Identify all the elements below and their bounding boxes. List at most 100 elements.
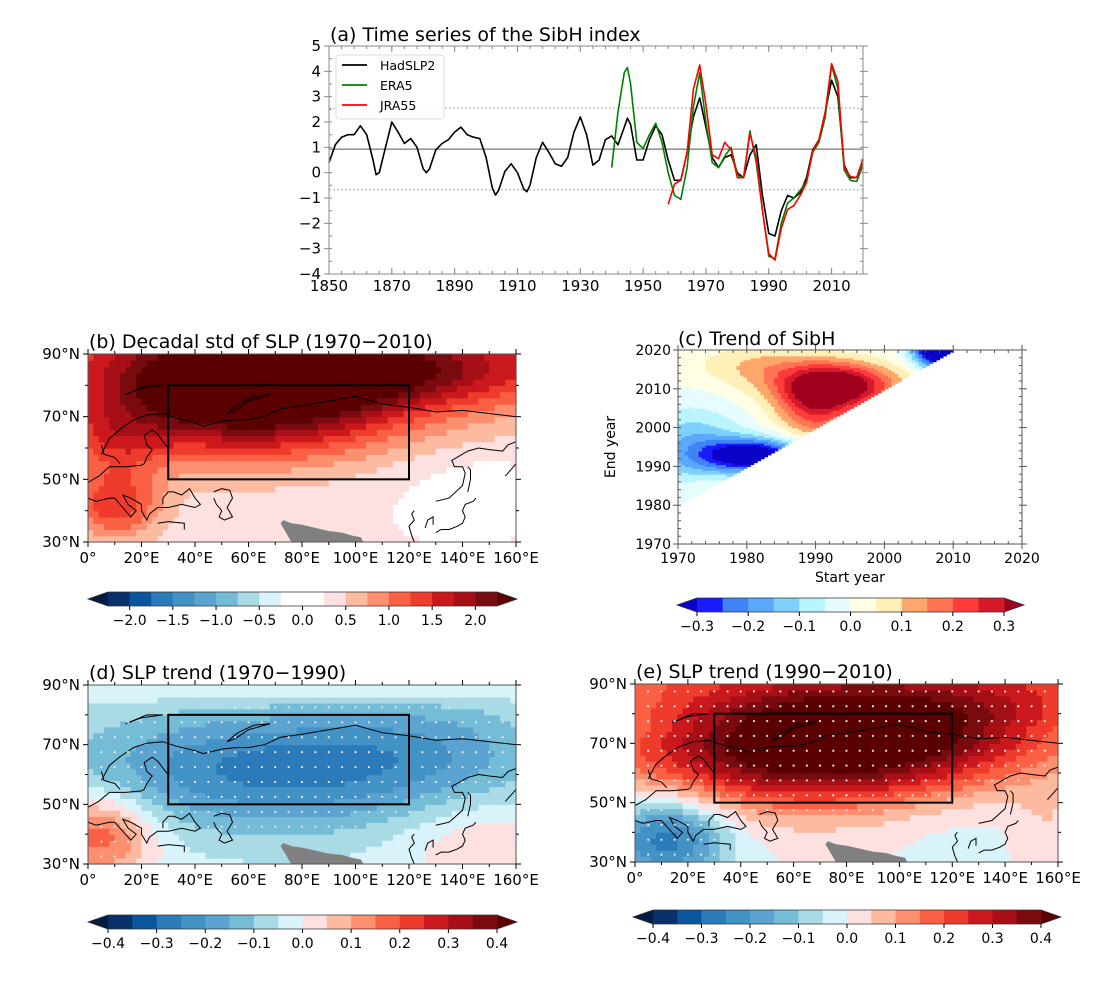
field-cell — [216, 416, 223, 424]
field-cell — [93, 762, 100, 770]
field-cell — [371, 786, 378, 793]
field-cell — [344, 404, 351, 411]
field-cell — [355, 391, 362, 399]
field-cell — [441, 504, 448, 512]
field-cell — [216, 535, 223, 543]
field-cell — [205, 435, 212, 443]
field-cell — [205, 454, 212, 462]
field-cell — [350, 454, 357, 462]
field-cell — [430, 804, 437, 811]
field-cell — [366, 726, 373, 734]
field-cell — [104, 852, 110, 859]
field-cell — [425, 798, 431, 805]
field-cell — [318, 828, 324, 835]
field-cell — [398, 685, 405, 692]
field-cell — [312, 422, 319, 430]
field-cell — [269, 690, 276, 698]
field-cell — [152, 523, 159, 531]
field-cell — [435, 840, 442, 847]
field-cell — [168, 422, 175, 430]
field-cell — [419, 685, 426, 692]
field-cell — [441, 846, 448, 853]
field-cell — [248, 786, 255, 793]
field-cell — [275, 756, 282, 764]
field-cell — [467, 372, 474, 380]
field-cell — [88, 529, 94, 537]
field-cell — [387, 404, 394, 411]
field-cell — [441, 732, 448, 740]
field-cell — [355, 774, 362, 782]
field-cell — [467, 379, 474, 386]
field-cell — [382, 504, 389, 512]
field-cell — [227, 685, 234, 692]
field-cell — [435, 756, 442, 764]
field-cell — [259, 460, 266, 468]
field-cell — [323, 491, 330, 499]
field-cell — [334, 485, 341, 493]
field-cell — [130, 774, 137, 782]
field-cell — [136, 720, 143, 728]
field-cell — [280, 732, 287, 740]
field-cell — [366, 744, 373, 752]
field-cell — [200, 756, 207, 764]
field-cell — [146, 516, 153, 524]
field-cell — [312, 798, 319, 805]
field-cell — [339, 810, 346, 817]
field-cell — [264, 360, 271, 368]
field-cell — [104, 846, 110, 853]
field-cell — [414, 448, 421, 455]
field-cell — [152, 840, 159, 847]
field-cell — [162, 360, 169, 368]
field-cell — [275, 816, 282, 823]
field-cell — [344, 810, 351, 817]
field-cell — [494, 479, 501, 487]
field-cell — [339, 762, 346, 770]
field-cell — [398, 404, 405, 411]
field-cell — [296, 441, 303, 449]
field-cell — [355, 460, 362, 468]
field-cell — [157, 485, 164, 493]
field-cell — [211, 738, 217, 746]
field-cell — [114, 828, 121, 835]
field-cell — [88, 391, 94, 399]
field-cell — [285, 498, 292, 505]
field-cell — [211, 410, 217, 418]
field-cell — [114, 385, 121, 393]
field-cell — [307, 696, 314, 704]
field-cell — [253, 846, 260, 853]
field-cell — [296, 410, 303, 418]
field-cell — [457, 685, 464, 692]
field-cell — [414, 485, 421, 493]
field-cell — [162, 738, 169, 746]
field-cell — [130, 732, 137, 740]
field-cell — [93, 858, 100, 865]
field-cell — [232, 529, 239, 537]
field-cell — [425, 391, 431, 399]
field-cell — [451, 852, 458, 859]
field-cell — [451, 516, 458, 524]
field-cell — [355, 416, 362, 424]
field-cell — [232, 491, 239, 499]
field-cell — [114, 379, 121, 386]
field-cell — [414, 422, 421, 430]
field-cell — [435, 416, 442, 424]
field-cell — [382, 535, 389, 543]
field-cell — [307, 702, 314, 710]
field-cell — [259, 372, 266, 380]
field-cell — [451, 448, 458, 455]
field-cell — [189, 768, 196, 776]
field-cell — [403, 529, 410, 537]
field-cell — [323, 366, 330, 374]
field-cell — [478, 852, 485, 859]
field-cell — [173, 810, 180, 817]
field-cell — [248, 498, 255, 505]
field-cell — [93, 714, 100, 722]
field-cell — [184, 448, 191, 455]
field-cell — [125, 454, 132, 462]
field-cell — [130, 738, 137, 746]
field-cell — [88, 774, 94, 782]
field-cell — [109, 702, 116, 710]
field-cell — [88, 702, 94, 710]
field-cell — [403, 690, 410, 698]
field-cell — [510, 429, 517, 437]
